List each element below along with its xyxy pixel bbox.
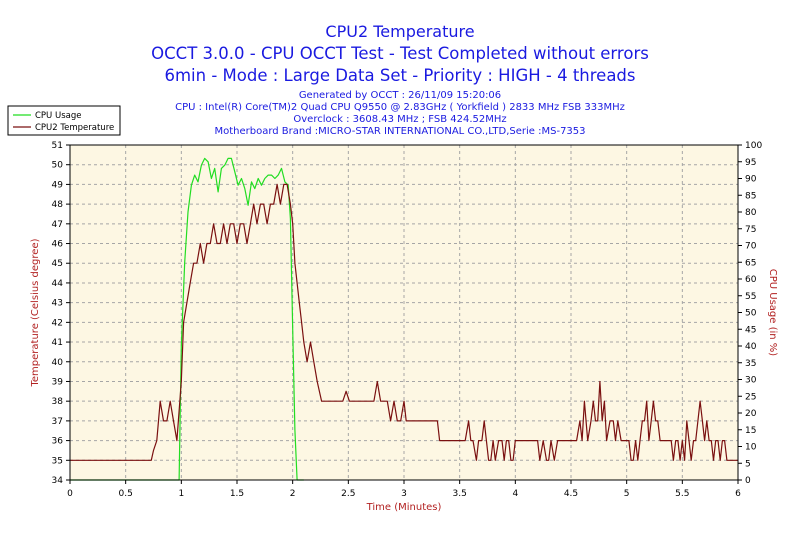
info-cpu: CPU : Intel(R) Core(TM)2 Quad CPU Q9550 … [175, 102, 625, 113]
y2-tick-label: 60 [745, 275, 757, 285]
y-tick-label: 41 [52, 338, 63, 348]
info-motherboard: Motherboard Brand :MICRO-STAR INTERNATIO… [214, 126, 586, 137]
x-tick-label: 2 [290, 489, 296, 499]
x-axis-label: Time (Minutes) [366, 502, 442, 513]
x-tick-label: 1 [178, 489, 184, 499]
axis-ticks: 0 0.5 1 1.5 2 2.5 3 3.5 4 4.5 5 5.5 6 34 35 36 37 38 39 40 4… [52, 141, 763, 499]
x-tick-label: 0.5 [119, 489, 133, 499]
y2-tick-label: 5 [745, 459, 751, 469]
y-tick-label: 51 [52, 141, 63, 151]
y2-tick-label: 95 [745, 158, 756, 168]
y2-tick-label: 70 [745, 242, 757, 252]
y2-tick-label: 75 [745, 225, 756, 235]
x-tick-label: 1.5 [230, 489, 244, 499]
y-tick-label: 49 [52, 180, 64, 190]
y-tick-label: 34 [52, 476, 64, 486]
x-tick-label: 5.5 [675, 489, 689, 499]
series-line-cpu-usage [70, 157, 304, 481]
y2-tick-label: 50 [745, 309, 757, 319]
y2-tick-label: 0 [745, 476, 751, 486]
y-tick-label: 36 [52, 437, 64, 447]
y-tick-label: 47 [52, 220, 63, 230]
legend-box [7, 105, 121, 136]
y-tick-label: 38 [52, 397, 64, 407]
legend-label: CPU2 Temperature [35, 123, 114, 133]
info-overclock: Overclock : 3608.43 MHz ; FSB 424.52MHz [293, 114, 507, 125]
x-tick-label: 4.5 [564, 489, 578, 499]
y-tick-label: 42 [52, 318, 63, 328]
x-tick-label: 3 [401, 489, 407, 499]
y-tick-label: 46 [52, 240, 64, 250]
y2-tick-label: 20 [745, 409, 757, 419]
chart-subtitle-test: OCCT 3.0.0 - CPU OCCT Test - Test Comple… [151, 44, 649, 63]
chart-subtitle-mode: 6min - Mode : Large Data Set - Priority … [164, 66, 636, 85]
y-tick-label: 50 [52, 161, 64, 171]
y2-tick-label: 80 [745, 208, 757, 218]
y2-tick-label: 35 [745, 359, 756, 369]
x-tick-label: 0 [67, 489, 73, 499]
y2-tick-label: 65 [745, 258, 756, 268]
y2-tick-label: 100 [745, 141, 762, 151]
series-line-cpu2-temperature [70, 183, 738, 461]
y2-tick-label: 85 [745, 191, 756, 201]
y-tick-label: 48 [52, 200, 64, 210]
y-tick-label: 44 [52, 279, 64, 289]
y-axis-label: Temperature (Celsius degree) [30, 238, 41, 387]
y2-tick-label: 10 [745, 443, 757, 453]
series-layer [70, 157, 738, 481]
legend-label: CPU Usage [35, 111, 81, 121]
y2-tick-label: 25 [745, 392, 756, 402]
y-tick-label: 40 [52, 358, 64, 368]
y2-tick-label: 45 [745, 325, 756, 335]
grid-lines [70, 145, 738, 480]
x-tick-label: 6 [735, 489, 741, 499]
y2-tick-label: 55 [745, 292, 756, 302]
y2-tick-label: 90 [745, 175, 757, 185]
x-tick-label: 4 [512, 489, 518, 499]
y-tick-label: 45 [52, 259, 63, 269]
legend: CPU Usage CPU2 Temperature [7, 105, 121, 136]
y-tick-label: 35 [52, 456, 63, 466]
y2-tick-label: 30 [745, 376, 757, 386]
x-tick-label: 2.5 [341, 489, 355, 499]
y-tick-label: 43 [52, 299, 63, 309]
x-tick-label: 3.5 [453, 489, 467, 499]
y2-tick-label: 40 [745, 342, 757, 352]
y2-axis-label: CPU Usage (in %) [767, 269, 778, 357]
y-tick-label: 39 [52, 377, 64, 387]
info-generated: Generated by OCCT : 26/11/09 15:20:06 [298, 90, 502, 101]
y2-tick-label: 15 [745, 426, 756, 436]
y-tick-label: 37 [52, 417, 63, 427]
x-tick-label: 5 [624, 489, 630, 499]
chart-title: CPU2 Temperature [325, 22, 475, 41]
